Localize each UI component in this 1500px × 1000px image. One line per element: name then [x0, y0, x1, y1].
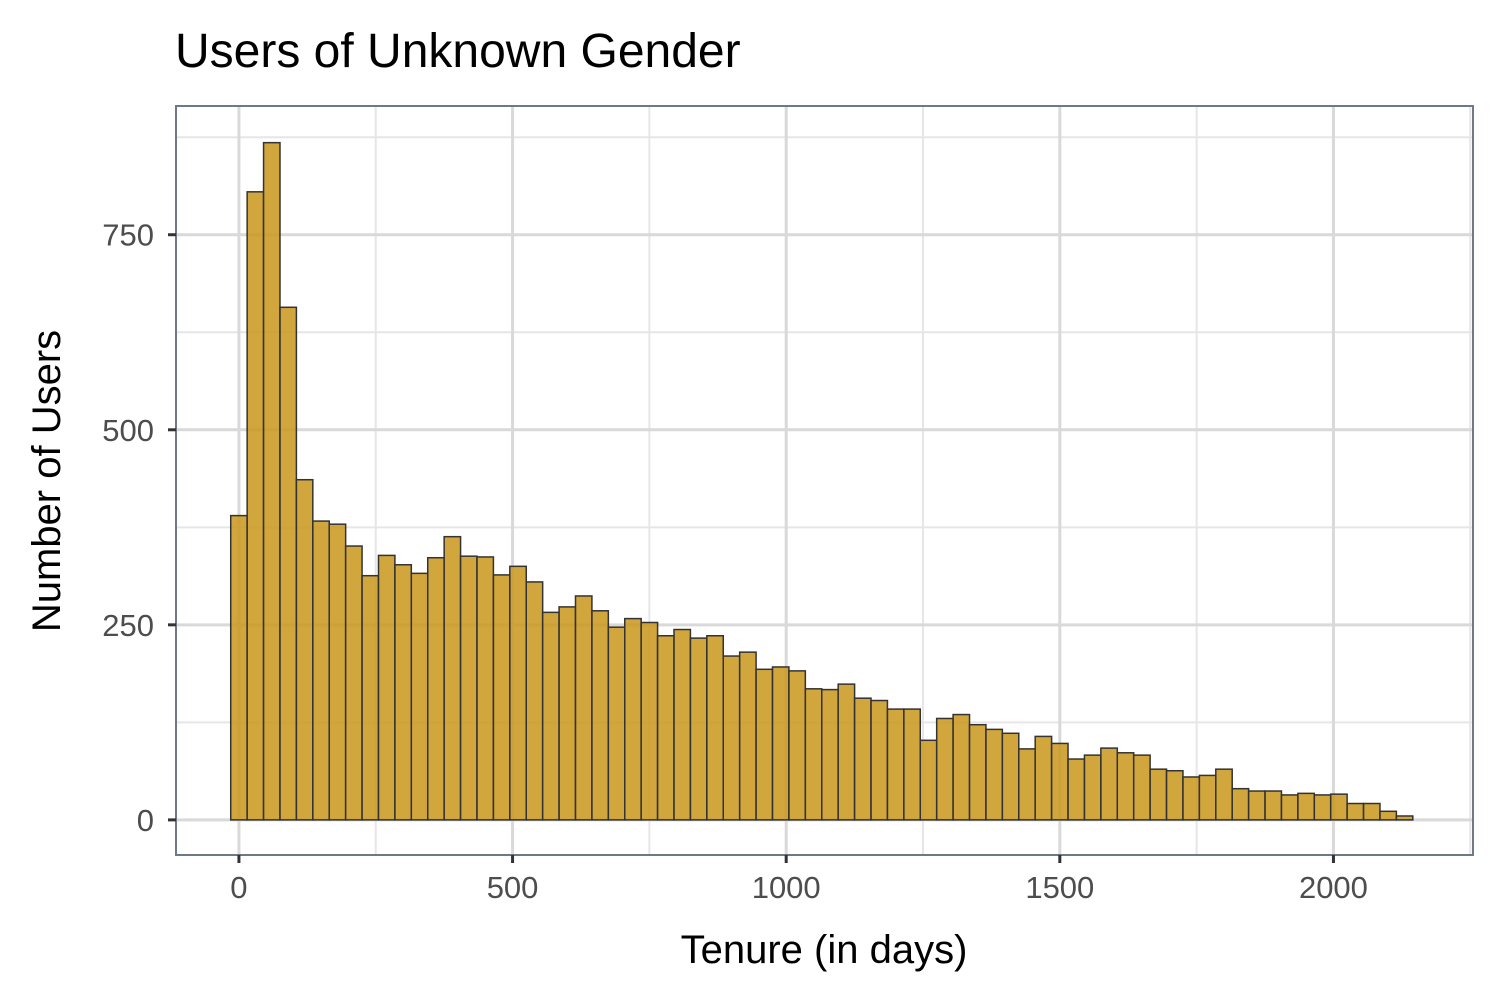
histogram-bar	[952, 713, 971, 821]
histogram-bar	[1001, 732, 1020, 821]
histogram-bar	[361, 574, 380, 821]
histogram-bar	[903, 708, 922, 821]
histogram-bar	[968, 723, 987, 821]
histogram-bar	[607, 626, 626, 821]
histogram-bar	[1034, 735, 1053, 821]
histogram-bar	[755, 668, 774, 821]
histogram-bar	[722, 655, 741, 821]
histogram-bar	[1247, 790, 1266, 821]
histogram-bar	[1182, 776, 1201, 821]
histogram-bar	[886, 708, 905, 821]
histogram-bar	[821, 688, 839, 821]
histogram-bar	[1329, 793, 1348, 821]
histogram-bar	[1313, 794, 1332, 821]
histogram-bar	[1132, 754, 1151, 821]
histogram-bar	[312, 520, 330, 821]
histogram-bar	[558, 606, 577, 821]
histogram-bar	[443, 535, 462, 821]
histogram-bar	[1050, 742, 1069, 821]
y-tick-label: 0	[137, 803, 154, 838]
histogram-bar	[229, 514, 248, 821]
histogram-bar	[1395, 815, 1414, 821]
histogram-bar	[344, 545, 363, 821]
histogram-bar	[1116, 752, 1135, 821]
histogram-bar	[394, 564, 413, 821]
histogram-bar	[492, 574, 511, 821]
histogram-bar	[262, 141, 281, 821]
x-tick-label: 500	[487, 870, 539, 905]
plot-panel	[175, 105, 1474, 856]
histogram-bar	[1215, 768, 1233, 821]
histogram-bar	[591, 610, 610, 821]
x-tick-label: 1000	[752, 870, 821, 905]
histogram-bar	[1083, 754, 1102, 821]
histogram-bar	[377, 554, 396, 821]
histogram-bar	[837, 683, 856, 821]
histogram-bar	[1100, 747, 1119, 821]
histogram-bar	[985, 728, 1004, 821]
histogram-bar	[1198, 774, 1217, 821]
x-tick-label: 1500	[1025, 870, 1094, 905]
histogram-bar	[640, 621, 659, 821]
histogram-bar	[1018, 748, 1036, 821]
histogram-bar	[295, 478, 314, 821]
histogram-bar	[426, 556, 445, 821]
histogram-bar	[1346, 802, 1365, 821]
histogram-bar	[870, 699, 889, 821]
y-axis: 0 250 500 750	[102, 218, 176, 838]
histogram-bar	[1280, 794, 1299, 821]
histogram-bar	[1149, 768, 1168, 821]
histogram-bar	[459, 555, 478, 821]
histogram-bar	[935, 717, 954, 821]
histogram-bar	[525, 581, 544, 821]
histogram-bar	[656, 635, 675, 821]
x-tick-label: 0	[230, 870, 247, 905]
histogram-bar	[1165, 769, 1184, 821]
x-tick-label: 2000	[1299, 870, 1368, 905]
y-tick-label: 250	[102, 608, 154, 643]
histogram-bar	[738, 651, 757, 821]
histogram-bar	[673, 628, 692, 821]
histogram-bar	[706, 635, 725, 821]
histogram-bar	[574, 595, 593, 821]
histogram-bar	[476, 556, 495, 821]
histogram-bar	[246, 191, 265, 821]
y-tick-label: 750	[102, 218, 154, 253]
y-tick-label: 500	[102, 413, 154, 448]
histogram-bar	[1067, 758, 1086, 821]
histogram-bar	[541, 611, 560, 821]
histogram-bar	[1264, 790, 1283, 821]
histogram-bar	[853, 697, 872, 821]
y-axis-title: Number of Users	[25, 330, 69, 632]
histogram-bar	[689, 637, 708, 821]
histogram-bar	[509, 565, 527, 821]
histogram-bar	[788, 670, 807, 821]
histogram-bar	[1362, 802, 1381, 821]
chart-title: Users of Unknown Gender	[175, 25, 741, 78]
histogram-bar	[1379, 810, 1398, 821]
histogram-bar	[919, 739, 938, 821]
histogram-bar	[410, 572, 429, 821]
histogram-bar	[1297, 792, 1316, 821]
histogram-bar	[624, 617, 642, 821]
histogram-bar	[1231, 787, 1250, 821]
x-axis-title: Tenure (in days)	[681, 928, 968, 972]
histogram-bar	[279, 306, 298, 821]
histogram-bar	[804, 688, 823, 821]
histogram-bar	[328, 523, 347, 821]
x-axis: 0 500 1000 1500 2000	[230, 855, 1368, 905]
histogram-bar	[771, 666, 790, 821]
panel-border	[175, 105, 1474, 856]
